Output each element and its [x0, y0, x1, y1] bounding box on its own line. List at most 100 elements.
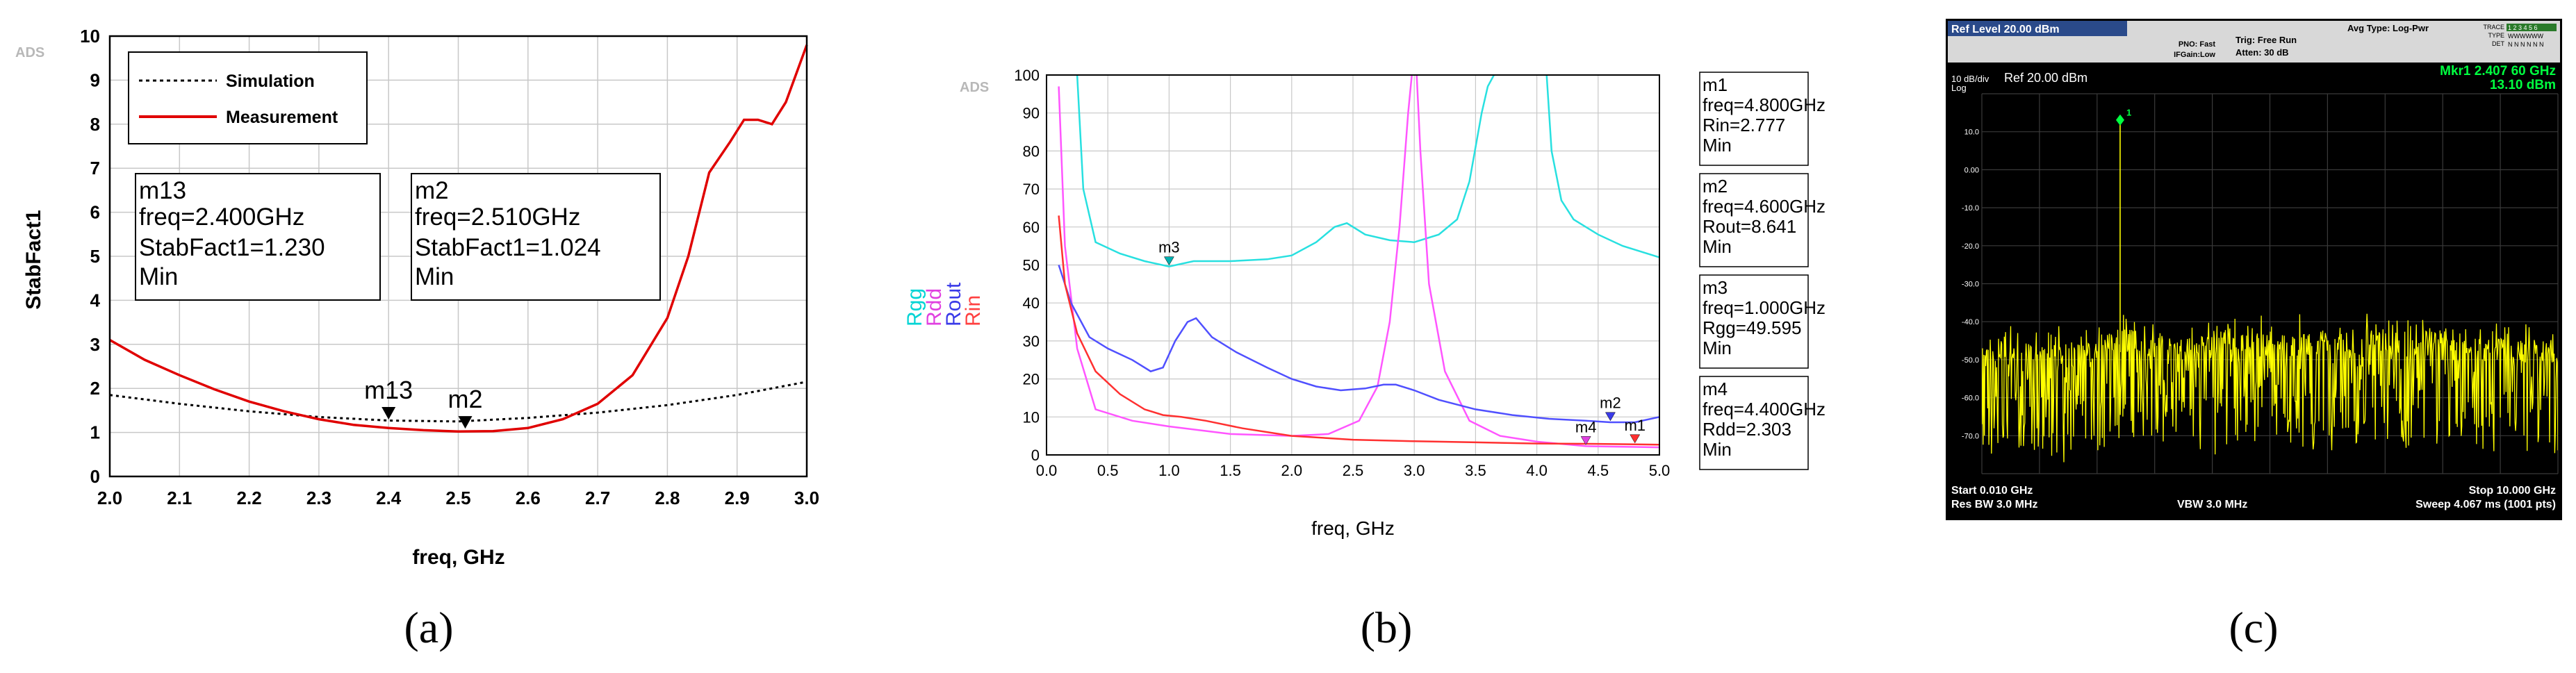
ifgain-text: IFGain:Low — [2174, 51, 2215, 59]
readout-b-m4-line-2: freq=4.400GHz — [1703, 399, 1826, 419]
spectrum-screen — [1946, 19, 2562, 520]
marker-m1-triangle — [1630, 434, 1641, 444]
readout-m2-line-1: m2 — [415, 177, 449, 204]
x-tick-label: 3.5 — [1465, 462, 1486, 479]
spectrum-y-tick-label: 0.00 — [1964, 166, 1979, 174]
readout-b-m1-line-1: m1 — [1703, 74, 1728, 95]
ref-level-text: Ref Level 20.00 dBm — [1951, 24, 2060, 35]
rbw-text: Res BW 3.0 MHz — [1951, 499, 2037, 510]
spectrum-y-tick-label: -20.0 — [1962, 242, 1979, 251]
readout-b-m2-line-1: m2 — [1703, 176, 1728, 197]
x-tick-label: 3.0 — [794, 488, 819, 508]
readout-b-m4-line-3: Rdd=2.303 — [1703, 419, 1791, 440]
spectrum-marker-label: 1 — [2126, 108, 2131, 118]
y-tick-label: 100 — [1014, 67, 1040, 84]
series-measurement-line — [109, 44, 808, 433]
x-tick-label: 2.5 — [1343, 462, 1364, 479]
scale-mode-text: Log — [1951, 83, 1967, 93]
ylabel-rgg: Rgg — [903, 288, 926, 326]
x-tick-label: 2.8 — [655, 488, 680, 508]
y-tick-label: 20 — [1023, 371, 1040, 388]
start-freq-text: Start 0.010 GHz — [1951, 485, 2033, 497]
readout-m2-line-3: StabFact1=1.024 — [415, 234, 601, 261]
marker-m4-label: m4 — [1575, 418, 1597, 435]
panel-a-chart: ADS 2.0 2.1 2.2 2.3 2.4 2.5 2.6 2.7 2.8 2.9 3.0012… — [15, 26, 819, 652]
pno-text: PNO: Fast — [2179, 40, 2216, 49]
panel-a-legend: Simulation Measurement — [128, 51, 368, 144]
panel-b-readout-m4: m4 freq=4.400GHz Rdd=2.303 Min — [1699, 376, 1826, 470]
marker-readout-freq: Mkr1 2.407 60 GHz — [2440, 64, 2556, 78]
atten-text: Atten: 30 dB — [2235, 47, 2289, 58]
x-tick-label: 2.0 — [97, 488, 122, 508]
panel-b-xlabel: freq, GHz — [1311, 517, 1395, 539]
y-tick-label: 4 — [90, 290, 101, 310]
readout-b-m3-line-3: Rgg=49.595 — [1703, 317, 1801, 338]
panel-label-a: (a) — [404, 603, 453, 652]
readout-m13-line-3: StabFact1=1.230 — [139, 234, 325, 261]
x-tick-label: 0.5 — [1097, 462, 1119, 479]
series-rout-line — [1058, 265, 1659, 424]
panel-b-plot-frame — [1046, 74, 1660, 456]
type-label: TYPE — [2488, 32, 2504, 39]
panel-c-spectrum: Ref Level 20.00 dBm PNO: Fast IFGain:Low… — [1946, 19, 2562, 652]
series-rin-line — [1058, 215, 1659, 446]
ylabel-rout: Rout — [942, 282, 965, 326]
marker-m2-triangle — [1605, 412, 1616, 422]
ylabel-rin: Rin — [962, 295, 985, 326]
y-tick-label: 90 — [1023, 105, 1040, 122]
ylabel-rdd: Rdd — [923, 288, 946, 326]
det-value: N N N N N N — [2508, 41, 2544, 48]
panel-a-plot-frame — [108, 35, 808, 478]
spectrum-trace — [1982, 119, 2558, 463]
trace-label: TRACE — [2483, 24, 2504, 31]
panel-b-readout-m1: m1 freq=4.800GHz Rin=2.777 Min — [1699, 72, 1826, 166]
panel-label-b: (b) — [1361, 603, 1413, 652]
y-tick-label: 7 — [90, 158, 100, 178]
vbw-text: VBW 3.0 MHz — [2177, 499, 2247, 510]
y-tick-label: 30 — [1023, 333, 1040, 350]
panel-b-chart: ADS 0.0 0.5 1.0 1.5 2.0 2.5 3.0 3.5 4.0 4.5 5.0 0 10… — [903, 67, 1826, 652]
spectrum-noise-trace — [1982, 313, 2558, 463]
x-tick-label: 2.1 — [167, 488, 192, 508]
marker-m13-triangle — [382, 407, 396, 420]
readout-b-m3-line-4: Min — [1703, 338, 1732, 358]
sweep-text: Sweep 4.067 ms (1001 pts) — [2415, 499, 2556, 510]
readout-b-m3-line-2: freq=1.000GHz — [1703, 297, 1826, 318]
panel-a-markers: m13 m2 — [364, 376, 483, 429]
x-tick-label: 2.0 — [1281, 462, 1303, 479]
panel-a-readout-m2: m2 freq=2.510GHz StabFact1=1.024 Min — [411, 173, 661, 301]
trace-indicator — [2507, 24, 2557, 31]
panel-b-readout-m3: m3 freq=1.000GHz Rgg=49.595 Min — [1699, 274, 1826, 369]
marker-m13-label: m13 — [364, 376, 413, 404]
readout-m13-line-2: freq=2.400GHz — [139, 203, 304, 231]
readout-b-m2-line-3: Rout=8.641 — [1703, 216, 1796, 237]
legend-label-measurement: Measurement — [226, 108, 338, 127]
det-label: DET — [2492, 40, 2505, 47]
series-rgg-line — [1545, 75, 1659, 258]
panel-b-ticks: 0.0 0.5 1.0 1.5 2.0 2.5 3.0 3.5 4.0 4.5 5.0 0 10 20 30… — [1014, 67, 1670, 479]
y-tick-label: 1 — [90, 422, 100, 443]
x-tick-label: 1.0 — [1158, 462, 1180, 479]
panel-a-watermark: ADS — [15, 45, 44, 60]
y-tick-label: 6 — [90, 202, 100, 223]
y-tick-label: 9 — [90, 69, 100, 90]
readout-b-m4-line-4: Min — [1703, 439, 1732, 460]
x-tick-label: 1.5 — [1220, 462, 1241, 479]
stop-freq-text: Stop 10.000 GHz — [2469, 485, 2556, 497]
panel-b-series — [1058, 75, 1659, 449]
marker-m2-triangle — [458, 416, 473, 429]
series-rdd-line — [1416, 75, 1659, 449]
ref-text: Ref 20.00 dBm — [2004, 71, 2087, 85]
y-tick-label: 40 — [1023, 294, 1040, 312]
readout-m2-line-4: Min — [415, 263, 454, 290]
trace-value: 1 2 3 4 5 6 — [2508, 24, 2538, 31]
spectrum-y-tick-label: -40.0 — [1962, 318, 1979, 326]
x-tick-label: 2.6 — [516, 488, 541, 508]
y-tick-label: 80 — [1023, 142, 1040, 160]
marker-m3-label: m3 — [1158, 239, 1180, 256]
panel-b-grid — [1046, 74, 1660, 456]
panel-b-ylabel: Rgg Rdd Rout Rin — [903, 282, 985, 326]
spectrum-y-tick-label: 10.0 — [1964, 128, 1979, 137]
readout-b-m2-line-4: Min — [1703, 236, 1732, 257]
